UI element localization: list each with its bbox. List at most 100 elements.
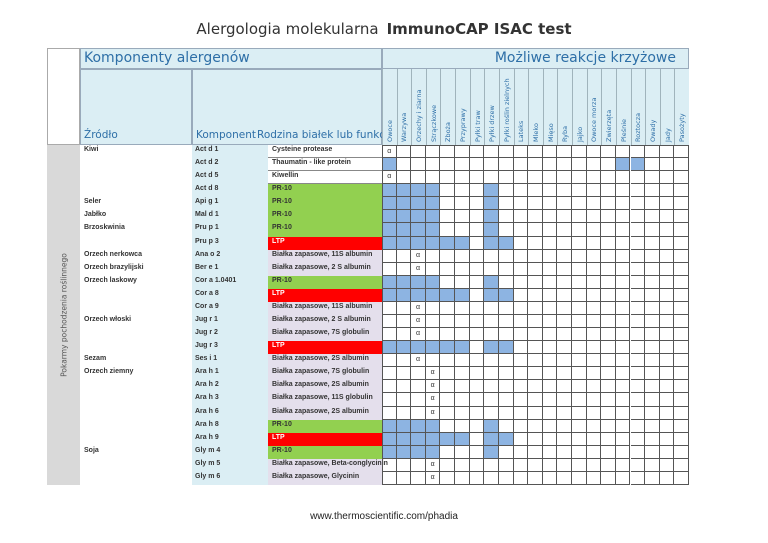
- component-label: Act d 5: [195, 172, 219, 180]
- reaction-col-label: Przyprawy: [458, 108, 467, 142]
- table-row: Orzech brazylijski Ber e 1 Białka zapasowe…: [80, 262, 689, 276]
- component-cell: Gly m 6: [192, 471, 268, 485]
- reaction-grid-row: α: [382, 380, 689, 394]
- reaction-cell: [425, 301, 441, 315]
- reaction-cell: [557, 471, 573, 485]
- reaction-grid-row: α: [382, 393, 689, 407]
- reaction-cell: [455, 288, 470, 302]
- reaction-cell: [542, 171, 558, 185]
- reaction-cell: [615, 341, 631, 355]
- reaction-cell: [601, 236, 616, 250]
- reaction-cell: [659, 328, 675, 342]
- reaction-cell: [498, 236, 514, 250]
- reaction-cell: [572, 419, 587, 433]
- table-row: Seler Api g 1 PR-10: [80, 197, 689, 211]
- reaction-cell: [542, 341, 558, 355]
- reaction-col-label: Pyłki traw: [473, 110, 482, 142]
- reaction-cell: [425, 197, 441, 211]
- reaction-cell: [498, 210, 514, 224]
- reaction-cell: [382, 419, 397, 433]
- reaction-cell: [382, 406, 397, 420]
- reaction-col-label: Ryba: [561, 125, 570, 142]
- reaction-cell: [498, 458, 514, 472]
- reaction-cell: [557, 158, 573, 172]
- reaction-cell: [469, 471, 485, 485]
- reaction-cell: [469, 145, 485, 159]
- reaction-cell: [542, 210, 558, 224]
- reaction-cell: [425, 249, 441, 263]
- component-label: Ana o 2: [195, 250, 221, 258]
- reaction-cell: [572, 171, 587, 185]
- reaction-cell: [630, 262, 646, 276]
- reaction-cell: [586, 471, 602, 485]
- reaction-cell: [425, 432, 441, 446]
- reaction-cell: [513, 301, 529, 315]
- reaction-cell: [382, 380, 397, 394]
- reaction-cell: [586, 262, 602, 276]
- reaction-cell: [484, 158, 499, 172]
- reaction-cell: [498, 275, 514, 289]
- reaction-cell: [498, 445, 514, 459]
- reaction-cell: [382, 393, 397, 407]
- reaction-cell: [528, 419, 543, 433]
- footer-url[interactable]: www.thermoscientific.com/phadia: [310, 511, 458, 522]
- reaction-col-header: Orzechy i ziarna: [411, 69, 426, 145]
- family-cell: Białka zapasowe, Beta-conglycinin: [268, 458, 388, 472]
- reaction-cell: [484, 145, 499, 159]
- reaction-cell: [396, 315, 412, 329]
- family-cell: LTP: [268, 432, 382, 446]
- reaction-cell: [674, 288, 689, 302]
- reaction-col-header: Owady: [645, 69, 660, 145]
- reaction-cell: [484, 393, 499, 407]
- source-cell: Orzech włoski: [84, 316, 132, 323]
- reaction-cell: [572, 445, 587, 459]
- reaction-cell: [455, 158, 470, 172]
- reaction-cell: [396, 328, 412, 342]
- reaction-cell: [528, 315, 543, 329]
- reactions-header: Możliwe reakcje krzyżowe: [382, 48, 689, 69]
- reaction-cell: [469, 393, 485, 407]
- component-cell: Ber e 1: [192, 262, 268, 276]
- source-col-label: Źródło: [84, 129, 118, 141]
- reaction-cell: [455, 380, 470, 394]
- reaction-cell: [630, 367, 646, 381]
- reaction-cell: [542, 184, 558, 198]
- reaction-cell: [615, 236, 631, 250]
- reaction-cell: [557, 171, 573, 185]
- reaction-cell: [557, 288, 573, 302]
- reaction-cell: [440, 236, 456, 250]
- family-label: PR-10: [272, 198, 292, 206]
- reaction-grid-row: α: [382, 354, 689, 368]
- reaction-col-header: Pasożyty: [674, 69, 689, 145]
- reaction-cell: [396, 380, 412, 394]
- component-label: Api g 1: [195, 198, 219, 206]
- family-cell: Cysteine protease: [268, 145, 382, 159]
- reaction-grid-row: α: [382, 367, 689, 381]
- reaction-cell: [601, 445, 616, 459]
- reaction-col-header: Jajko: [572, 69, 587, 145]
- reaction-col-label: Pyłki roślin zielnych: [502, 78, 511, 142]
- reaction-cell: [513, 380, 529, 394]
- reaction-cell: [630, 380, 646, 394]
- reaction-cell: [659, 380, 675, 394]
- reaction-cell: [440, 158, 456, 172]
- reaction-cell: [469, 419, 485, 433]
- reaction-cell: [498, 223, 514, 237]
- reaction-cell: [645, 445, 660, 459]
- reaction-cell: [542, 315, 558, 329]
- reaction-cell: [615, 471, 631, 485]
- reaction-cell: [484, 341, 499, 355]
- reaction-cell: [469, 367, 485, 381]
- reaction-cell: [615, 249, 631, 263]
- reaction-cell: [645, 458, 660, 472]
- reaction-grid-row: [382, 275, 689, 289]
- component-label: Pru p 3: [195, 237, 219, 245]
- reaction-cell: [572, 432, 587, 446]
- reaction-cell: [440, 432, 456, 446]
- reaction-cell: [440, 354, 456, 368]
- reaction-cell: [440, 380, 456, 394]
- reaction-cell: [469, 354, 485, 368]
- reaction-cell: [455, 471, 470, 485]
- reaction-cell: [469, 406, 485, 420]
- reaction-cell: [440, 275, 456, 289]
